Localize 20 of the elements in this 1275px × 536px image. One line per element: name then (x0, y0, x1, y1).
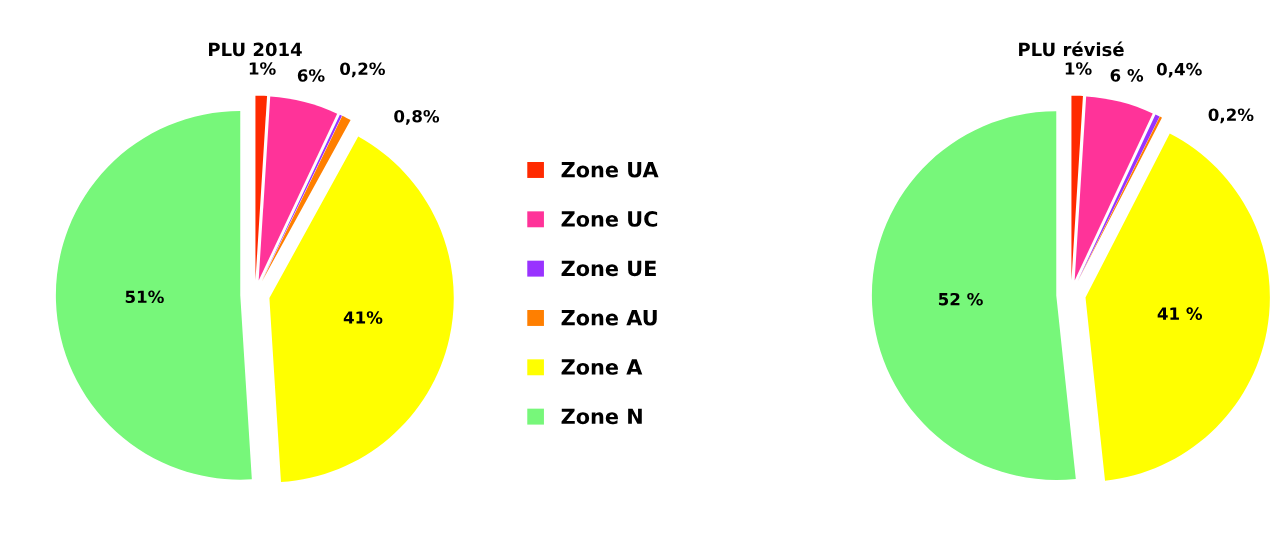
chart-title: PLU révisé (1019, 41, 1124, 57)
legend-label: Zone N (561, 408, 642, 425)
data-label: 0,2% (1208, 108, 1254, 124)
data-label: 0,2% (340, 62, 385, 78)
legend-label: Zone UA (561, 162, 659, 178)
data-label: 0,4% (1156, 62, 1202, 78)
data-label: 52 % (938, 292, 983, 306)
legend-label: Zone A (561, 359, 643, 375)
data-label: 1% (249, 62, 276, 75)
data-label: 6 % (1110, 69, 1144, 82)
legend-label: Zone AU (561, 310, 657, 326)
legend-label: Zone UE (561, 260, 656, 277)
chart-title: PLU 2014 (209, 42, 302, 57)
data-label: 0,8% (394, 109, 440, 125)
data-label: 41 % (1157, 307, 1203, 320)
data-label: 1% (1065, 62, 1092, 75)
data-label: 41% (343, 311, 383, 324)
data-label: 51% (125, 290, 164, 304)
legend-label: Zone UC (561, 211, 658, 227)
data-label: 6% (297, 69, 325, 82)
